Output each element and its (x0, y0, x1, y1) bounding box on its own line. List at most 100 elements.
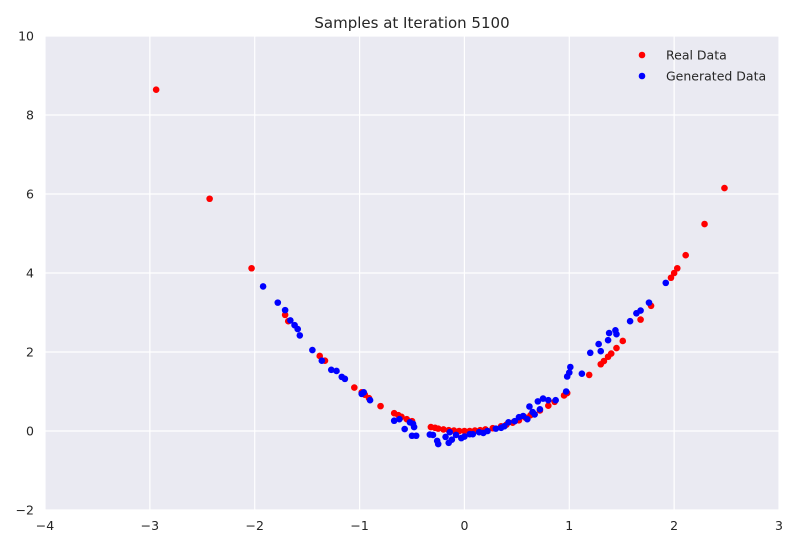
data-point (545, 402, 552, 410)
x-tick-label: 0 (460, 518, 468, 533)
legend-marker (638, 72, 646, 80)
legend-marker (638, 51, 646, 59)
data-point (562, 388, 570, 395)
data-point (351, 384, 358, 391)
data-point (281, 311, 289, 319)
data-point (484, 427, 491, 435)
data-point (396, 415, 403, 423)
data-point (377, 402, 384, 410)
data-point (390, 417, 398, 425)
data-point (578, 370, 586, 378)
y-tick-label: 4 (26, 266, 34, 281)
legend-label: Real Data (666, 48, 727, 63)
data-point (531, 411, 538, 418)
data-points (152, 86, 728, 448)
y-tick-label: 0 (26, 424, 34, 439)
data-point (206, 195, 213, 203)
data-point (259, 283, 267, 290)
data-point (341, 375, 349, 383)
grid-lines (44, 35, 780, 511)
x-tick-label: −3 (141, 518, 159, 533)
data-point (448, 436, 456, 443)
chart-title: Samples at Iteration 5100 (314, 14, 509, 32)
data-point (585, 371, 593, 379)
data-point (360, 388, 368, 396)
data-point (500, 422, 508, 430)
data-point (309, 346, 316, 354)
x-tick-label: 1 (565, 518, 573, 533)
data-point (366, 396, 374, 404)
data-point (545, 396, 552, 404)
data-point (670, 269, 678, 277)
data-point (410, 423, 418, 431)
data-point (492, 425, 500, 432)
data-point (401, 425, 408, 433)
data-point (152, 86, 160, 94)
data-point (662, 279, 670, 287)
data-point (605, 329, 613, 337)
data-point (536, 405, 544, 413)
y-tick-label: 6 (26, 187, 34, 202)
data-point (595, 340, 602, 348)
data-point (607, 350, 615, 357)
data-point (434, 440, 442, 448)
data-point (511, 417, 519, 425)
data-point (526, 403, 533, 410)
data-point (565, 369, 573, 376)
data-point (721, 184, 728, 192)
data-point (673, 264, 681, 272)
data-point (327, 366, 335, 374)
data-point (567, 363, 574, 371)
data-point (613, 330, 620, 338)
data-point (534, 398, 542, 405)
x-tick-label: −1 (350, 518, 368, 533)
data-point (281, 306, 289, 314)
data-point (626, 317, 634, 325)
y-tick-label: 2 (26, 345, 34, 360)
data-point (248, 264, 255, 272)
data-point (440, 426, 447, 433)
data-point (619, 337, 627, 345)
data-point (505, 419, 512, 426)
data-point (597, 347, 605, 355)
data-point (637, 316, 644, 323)
x-tick-label: 3 (775, 518, 783, 533)
legend: Real Data Generated Data (638, 48, 766, 84)
legend-label: Generated Data (666, 69, 766, 84)
x-tick-label: −4 (36, 518, 54, 533)
data-point (539, 395, 547, 402)
data-point (287, 317, 294, 324)
data-point (600, 357, 608, 365)
data-point (412, 432, 420, 440)
data-point (446, 428, 454, 436)
data-point (434, 425, 442, 432)
data-point (294, 325, 302, 333)
data-point (296, 332, 304, 339)
data-point (469, 430, 477, 438)
data-point (524, 415, 531, 423)
series-generated-data (259, 279, 670, 448)
data-point (604, 336, 612, 344)
data-point (333, 367, 340, 375)
data-point (613, 344, 620, 352)
data-point (274, 299, 282, 306)
x-tick-label: −2 (245, 518, 263, 533)
data-point (682, 251, 689, 259)
x-tick-label: 2 (670, 518, 678, 533)
data-point (667, 274, 675, 282)
data-point (552, 396, 559, 404)
data-point (461, 433, 468, 440)
data-point (429, 431, 437, 439)
data-point (461, 427, 468, 435)
data-point (586, 349, 594, 357)
y-tick-label: 10 (18, 29, 34, 44)
data-point (442, 433, 449, 441)
data-point (452, 431, 460, 439)
y-tick-label: 8 (26, 108, 34, 123)
tick-labels: −4 −3 −2 −1 0 1 2 3 −2 0 2 4 6 8 10 (16, 29, 783, 534)
data-point (318, 357, 326, 364)
data-point (645, 299, 653, 306)
data-point (701, 220, 708, 228)
